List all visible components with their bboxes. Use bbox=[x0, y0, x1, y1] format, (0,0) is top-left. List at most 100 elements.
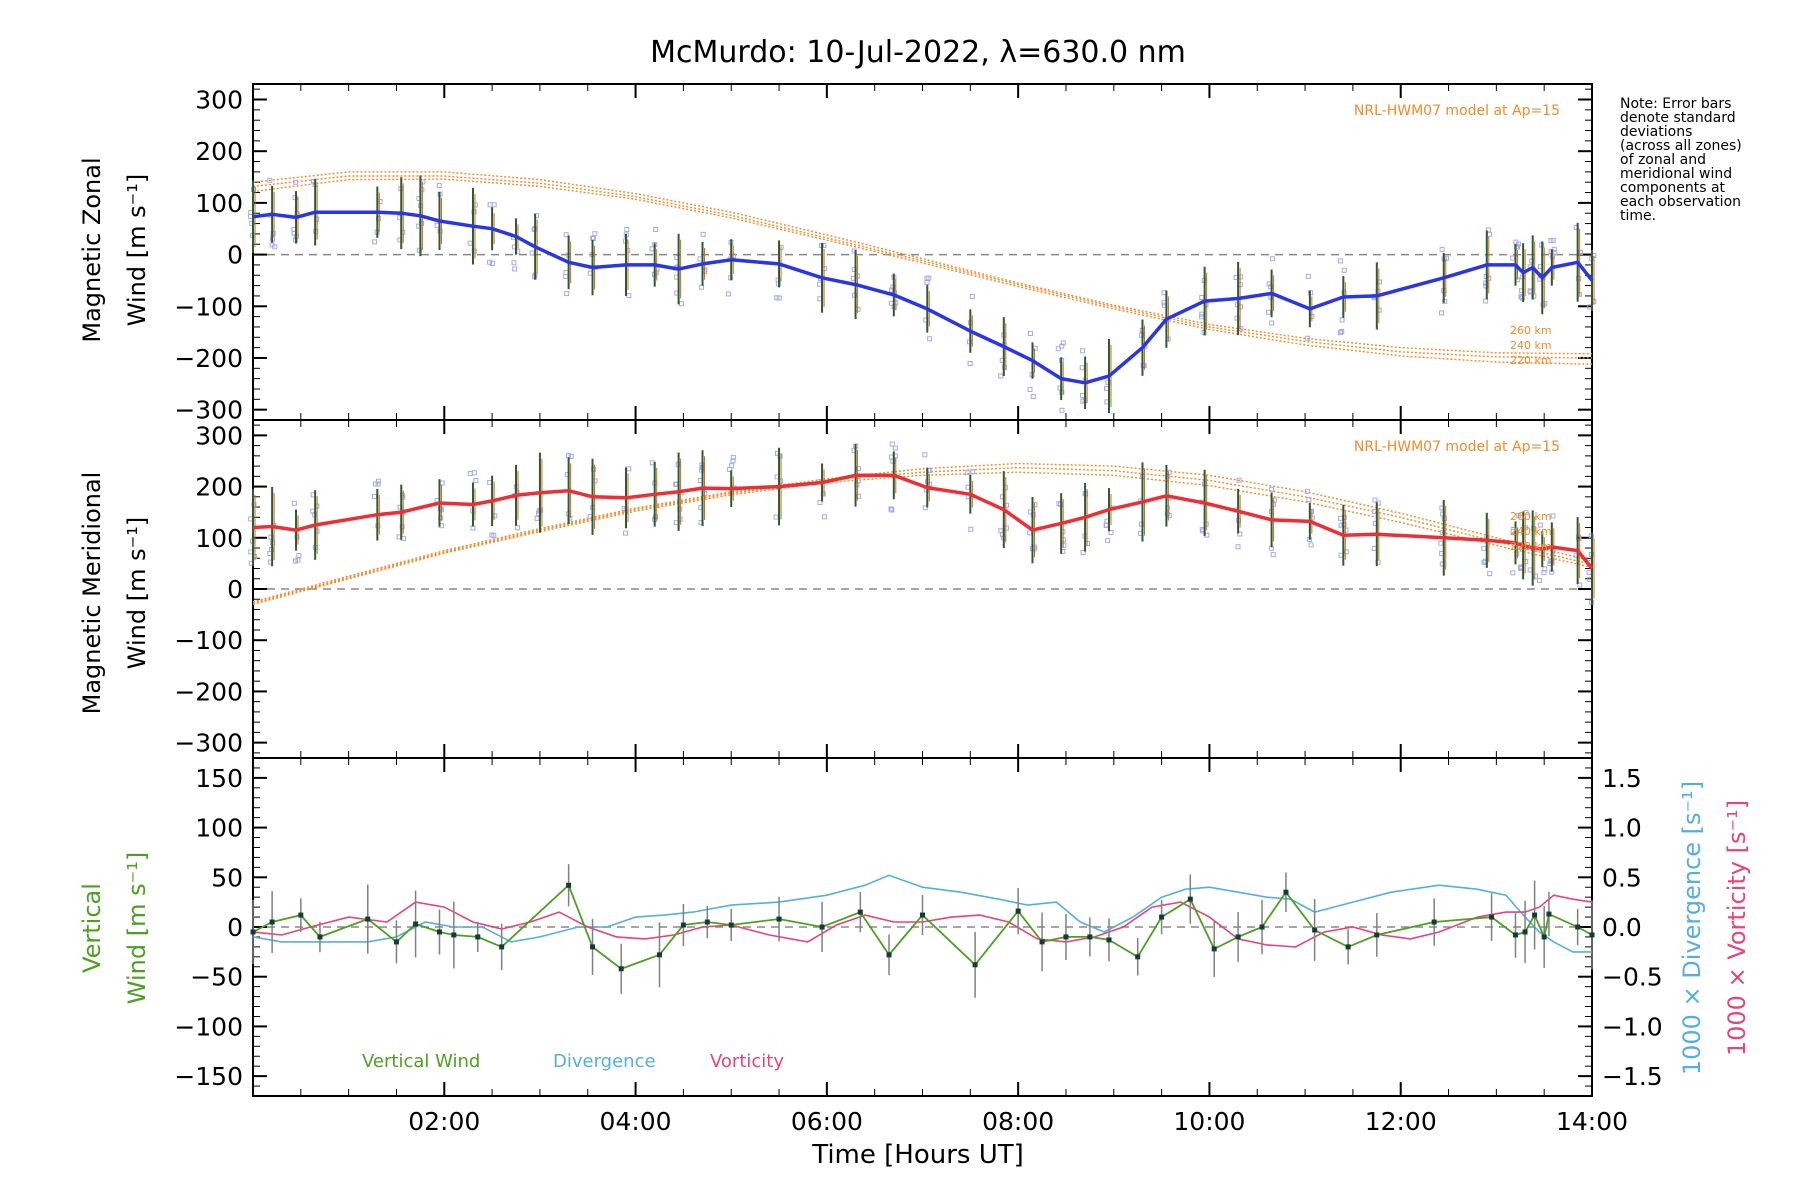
zone-sample-point bbox=[1269, 256, 1275, 262]
y2-tick-label: −1.0 bbox=[1602, 1012, 1663, 1041]
vertical-wind-point bbox=[1211, 946, 1217, 952]
y-tick-label: 0 bbox=[227, 575, 243, 604]
zone-sample-point bbox=[1004, 502, 1010, 508]
zone-sample-point bbox=[1080, 549, 1086, 555]
zone-sample-point bbox=[924, 280, 930, 286]
zone-sample-point bbox=[563, 274, 569, 280]
zone-sample-point bbox=[1306, 497, 1312, 503]
vertical-wind-point bbox=[365, 916, 371, 922]
zone-sample-point bbox=[487, 259, 493, 265]
zone-sample-point bbox=[272, 244, 278, 250]
zone-sample-point bbox=[1486, 231, 1492, 237]
model-curve bbox=[252, 175, 1593, 359]
zone-sample-point bbox=[1337, 258, 1343, 264]
vertical-wind-point bbox=[1106, 937, 1112, 943]
vertical-wind-point bbox=[475, 934, 481, 940]
vertical-wind-point bbox=[451, 932, 457, 938]
zone-sample-point bbox=[889, 507, 895, 513]
zone-sample-point bbox=[892, 445, 898, 451]
vertical-wind-point bbox=[680, 922, 686, 928]
zone-sample-point bbox=[1271, 497, 1277, 503]
zone-sample-point bbox=[1270, 552, 1276, 558]
vertical-wind-point bbox=[920, 912, 925, 918]
zone-sample-point bbox=[1003, 525, 1009, 531]
vertical-wind-point bbox=[298, 912, 304, 918]
vertical-wind-point bbox=[1312, 927, 1318, 933]
vertical-wind-point bbox=[317, 934, 323, 940]
meridional-ylabel-line2: Wind [m s⁻¹] bbox=[123, 517, 151, 669]
note-line: meridional wind bbox=[1620, 166, 1732, 182]
y-tick-label: 200 bbox=[195, 473, 243, 502]
vertical-wind-point bbox=[776, 916, 782, 922]
note-line: each observation bbox=[1620, 194, 1741, 210]
zone-sample-point bbox=[968, 526, 974, 532]
meridional-model-height-2: 240 km bbox=[1510, 525, 1552, 538]
zone-sample-point bbox=[1269, 320, 1275, 326]
zone-sample-point bbox=[564, 291, 570, 297]
vertical-wind-panel: 150 100 50 0 −50 −100 −150 1.5 1.0 0.5 0.0 −0.5 −1.0… bbox=[174, 757, 1663, 1136]
y-tick-label: 0 bbox=[227, 913, 243, 942]
x-tick-label: 08:00 bbox=[982, 1107, 1054, 1136]
zone-sample-point bbox=[489, 260, 495, 266]
zone-sample-point bbox=[1510, 255, 1516, 261]
vertical-wind-point bbox=[269, 919, 275, 925]
zone-sample-point bbox=[1439, 310, 1445, 316]
zone-sample-point bbox=[1523, 558, 1529, 564]
x-tick-label: 02:00 bbox=[408, 1107, 480, 1136]
note-line: of zonal and bbox=[1620, 152, 1706, 168]
y2-tick-label: 1.5 bbox=[1602, 764, 1642, 793]
meridional-wind-line bbox=[252, 473, 1594, 570]
zone-sample-point bbox=[267, 177, 273, 183]
vertical-wind-point bbox=[1159, 914, 1165, 920]
zone-sample-point bbox=[436, 182, 442, 188]
zonal-wind-line bbox=[252, 210, 1594, 385]
zone-sample-point bbox=[1550, 513, 1556, 519]
vertical-ylabel-line1: Vertical bbox=[78, 883, 106, 973]
meridional-ylabel-line1: Magnetic Meridional bbox=[78, 472, 106, 715]
model-curve bbox=[252, 471, 1593, 606]
zone-sample-point bbox=[730, 458, 736, 464]
zone-sample-point bbox=[592, 231, 598, 237]
vertical-wind-point bbox=[1187, 896, 1193, 902]
zone-sample-point bbox=[817, 499, 823, 505]
vertical-wind-point bbox=[656, 952, 662, 958]
zone-sample-point bbox=[1059, 343, 1065, 349]
note-line: time. bbox=[1620, 208, 1656, 224]
vertical-wind-point bbox=[886, 952, 892, 958]
vertical-wind-point bbox=[393, 939, 399, 945]
zonal-wind-panel: 300 200 100 0 −100 −200 −300 bbox=[174, 83, 1597, 425]
meridional-wind-panel: 300 200 100 0 −100 −200 −300 bbox=[174, 419, 1595, 759]
zone-sample-point bbox=[568, 453, 574, 459]
x-tick-label: 06:00 bbox=[791, 1107, 863, 1136]
zone-sample-point bbox=[467, 240, 473, 246]
y-tick-label: 50 bbox=[211, 863, 243, 892]
zone-sample-point bbox=[1266, 309, 1272, 315]
note-line: deviations bbox=[1620, 124, 1692, 140]
vertical-wind-point bbox=[857, 909, 863, 915]
vertical-wind-point bbox=[1489, 914, 1495, 920]
zone-sample-point bbox=[1439, 246, 1445, 252]
zone-sample-point bbox=[1339, 317, 1345, 323]
zone-sample-point bbox=[649, 460, 655, 466]
error-bar-note: Note: Error bars denote standard deviati… bbox=[1620, 96, 1742, 224]
y-tick-label: −100 bbox=[174, 1012, 243, 1041]
zonal-model-label: NRL-HWM07 model at Ap=15 bbox=[1354, 103, 1560, 119]
vertical-wind-point bbox=[413, 921, 419, 927]
zone-sample-point bbox=[1105, 538, 1111, 544]
vertical-wind-point bbox=[1259, 924, 1265, 930]
zone-sample-point bbox=[1510, 570, 1516, 576]
y2-tick-label: 0.5 bbox=[1602, 863, 1642, 892]
y-tick-label: 100 bbox=[195, 524, 243, 553]
y-tick-label: −100 bbox=[174, 292, 243, 321]
model-curve bbox=[252, 466, 1593, 604]
zone-sample-point bbox=[1061, 542, 1067, 548]
zone-sample-point bbox=[371, 493, 377, 499]
zone-sample-point bbox=[726, 291, 732, 297]
y-tick-label: 300 bbox=[195, 86, 243, 115]
y2-tick-label: 0.0 bbox=[1602, 913, 1642, 942]
zone-sample-point bbox=[487, 202, 493, 208]
zonal-ylabel-line2: Wind [m s⁻¹] bbox=[123, 174, 151, 326]
vertical-wind-point bbox=[1589, 932, 1595, 938]
zone-sample-point bbox=[1343, 527, 1349, 533]
y-tick-label: 150 bbox=[195, 764, 243, 793]
